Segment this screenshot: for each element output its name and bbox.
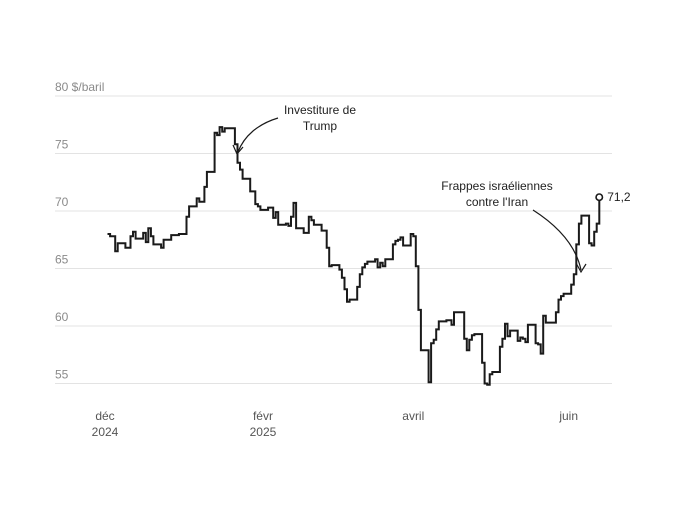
annotation-trump-arrow: [237, 117, 279, 153]
y-tick-label: 75: [55, 138, 69, 152]
x-tick-label: févr: [253, 409, 273, 423]
y-axis-ticks: 80 $/baril 75 70 65 60 55: [55, 80, 104, 382]
annotation-trump: Investiture de Trump: [232, 103, 356, 156]
x-tick-label: juin: [558, 409, 578, 423]
y-tick-label: 55: [55, 368, 69, 382]
annotation-iran: Frappes israéliennes contre l'Iran: [441, 179, 587, 274]
x-tick-label: 2024: [92, 425, 119, 439]
annotation-trump-line2: Trump: [303, 119, 338, 133]
x-axis-ticks: déc 2024 févr 2025 avril juin: [92, 409, 578, 439]
x-tick-label: avril: [402, 409, 424, 423]
y-tick-label: 60: [55, 310, 69, 324]
x-tick-label: 2025: [250, 425, 277, 439]
y-tick-label: 70: [55, 195, 69, 209]
annotation-iran-line2: contre l'Iran: [466, 195, 528, 209]
last-value-marker: [595, 193, 604, 202]
gridlines: [55, 95, 612, 384]
annotation-trump-arrowhead: [232, 144, 244, 156]
annotation-iran-line1: Frappes israéliennes: [441, 179, 552, 193]
x-tick-label: déc: [95, 409, 114, 423]
last-value-label: 71,2: [607, 190, 631, 204]
y-tick-label: 65: [55, 253, 69, 267]
annotation-iran-arrowhead: [575, 262, 587, 274]
annotation-iran-arrow: [532, 209, 582, 271]
brent-price-line: [107, 126, 601, 386]
annotation-trump-line1: Investiture de: [284, 103, 356, 117]
y-tick-label: 80 $/baril: [55, 80, 104, 94]
